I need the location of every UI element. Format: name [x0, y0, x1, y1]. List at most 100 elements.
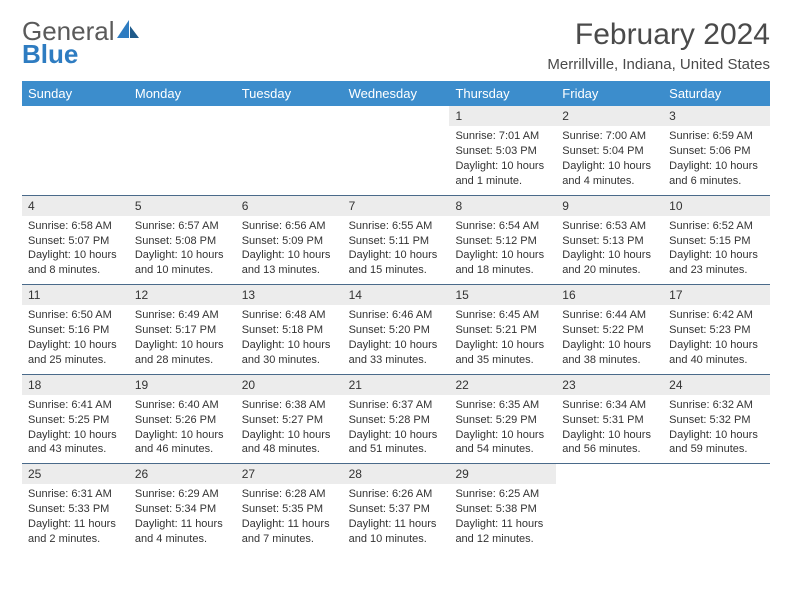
calendar-row: 11Sunrise: 6:50 AMSunset: 5:16 PMDayligh… — [22, 285, 770, 375]
day-details: Sunrise: 7:01 AMSunset: 5:03 PMDaylight:… — [449, 126, 556, 194]
day-daylight1: Daylight: 10 hours — [242, 428, 337, 443]
day-daylight2: and 10 minutes. — [349, 532, 444, 547]
day-sunset: Sunset: 5:27 PM — [242, 413, 337, 428]
day-number: 15 — [449, 285, 556, 305]
calendar-cell: 19Sunrise: 6:40 AMSunset: 5:26 PMDayligh… — [129, 375, 236, 464]
weekday-label: Wednesday — [343, 81, 450, 106]
day-sunrise: Sunrise: 6:48 AM — [242, 308, 337, 323]
day-daylight2: and 51 minutes. — [349, 442, 444, 457]
day-daylight2: and 30 minutes. — [242, 353, 337, 368]
day-sunrise: Sunrise: 6:56 AM — [242, 219, 337, 234]
day-details: Sunrise: 6:29 AMSunset: 5:34 PMDaylight:… — [129, 484, 236, 552]
day-sunrise: Sunrise: 6:49 AM — [135, 308, 230, 323]
day-details: Sunrise: 6:28 AMSunset: 5:35 PMDaylight:… — [236, 484, 343, 552]
day-number: 21 — [343, 375, 450, 395]
day-number: 20 — [236, 375, 343, 395]
title-block: February 2024 Merrillville, Indiana, Uni… — [547, 18, 770, 73]
day-number: 14 — [343, 285, 450, 305]
calendar-cell-empty — [129, 106, 236, 195]
calendar-cell: 7Sunrise: 6:55 AMSunset: 5:11 PMDaylight… — [343, 196, 450, 285]
day-daylight1: Daylight: 10 hours — [562, 428, 657, 443]
day-daylight2: and 20 minutes. — [562, 263, 657, 278]
weekday-header: SundayMondayTuesdayWednesdayThursdayFrid… — [22, 81, 770, 106]
day-daylight2: and 48 minutes. — [242, 442, 337, 457]
weekday-label: Monday — [129, 81, 236, 106]
day-sunrise: Sunrise: 6:59 AM — [669, 129, 764, 144]
day-details: Sunrise: 6:34 AMSunset: 5:31 PMDaylight:… — [556, 395, 663, 463]
day-details: Sunrise: 6:48 AMSunset: 5:18 PMDaylight:… — [236, 305, 343, 373]
calendar-cell: 10Sunrise: 6:52 AMSunset: 5:15 PMDayligh… — [663, 196, 770, 285]
day-daylight2: and 28 minutes. — [135, 353, 230, 368]
day-sunrise: Sunrise: 6:37 AM — [349, 398, 444, 413]
day-daylight2: and 13 minutes. — [242, 263, 337, 278]
day-sunrise: Sunrise: 6:46 AM — [349, 308, 444, 323]
day-daylight1: Daylight: 10 hours — [242, 248, 337, 263]
day-sunrise: Sunrise: 7:00 AM — [562, 129, 657, 144]
day-number: 12 — [129, 285, 236, 305]
day-daylight2: and 54 minutes. — [455, 442, 550, 457]
day-sunrise: Sunrise: 6:44 AM — [562, 308, 657, 323]
day-details: Sunrise: 6:26 AMSunset: 5:37 PMDaylight:… — [343, 484, 450, 552]
day-sunset: Sunset: 5:23 PM — [669, 323, 764, 338]
day-number: 2 — [556, 106, 663, 126]
calendar-cell: 3Sunrise: 6:59 AMSunset: 5:06 PMDaylight… — [663, 106, 770, 195]
day-sunrise: Sunrise: 6:38 AM — [242, 398, 337, 413]
day-details: Sunrise: 6:41 AMSunset: 5:25 PMDaylight:… — [22, 395, 129, 463]
day-daylight1: Daylight: 10 hours — [28, 338, 123, 353]
calendar-cell: 5Sunrise: 6:57 AMSunset: 5:08 PMDaylight… — [129, 196, 236, 285]
day-number: 24 — [663, 375, 770, 395]
day-number: 28 — [343, 464, 450, 484]
calendar-cell: 2Sunrise: 7:00 AMSunset: 5:04 PMDaylight… — [556, 106, 663, 195]
day-sunrise: Sunrise: 6:40 AM — [135, 398, 230, 413]
day-sunrise: Sunrise: 6:52 AM — [669, 219, 764, 234]
calendar-cell: 20 Sunrise: 6:38 AMSunset: 5:27 PMDayligh… — [236, 375, 343, 464]
day-number: 23 — [556, 375, 663, 395]
day-sunset: Sunset: 5:04 PM — [562, 144, 657, 159]
day-sunrise: Sunrise: 6:54 AM — [455, 219, 550, 234]
calendar-cell-empty — [343, 106, 450, 195]
day-sunset: Sunset: 5:31 PM — [562, 413, 657, 428]
day-sunset: Sunset: 5:33 PM — [28, 502, 123, 517]
day-sunrise: Sunrise: 6:32 AM — [669, 398, 764, 413]
day-number: 17 — [663, 285, 770, 305]
calendar-cell: 4Sunrise: 6:58 AMSunset: 5:07 PMDaylight… — [22, 196, 129, 285]
day-daylight1: Daylight: 10 hours — [28, 248, 123, 263]
day-details: Sunrise: 6:57 AMSunset: 5:08 PMDaylight:… — [129, 216, 236, 284]
day-details: Sunrise: 6:42 AMSunset: 5:23 PMDaylight:… — [663, 305, 770, 373]
day-sunrise: Sunrise: 6:57 AM — [135, 219, 230, 234]
weekday-label: Thursday — [449, 81, 556, 106]
day-number: 1 — [449, 106, 556, 126]
day-sunrise: Sunrise: 6:31 AM — [28, 487, 123, 502]
calendar-cell-empty — [663, 464, 770, 553]
day-daylight1: Daylight: 10 hours — [562, 248, 657, 263]
day-sunrise: Sunrise: 6:53 AM — [562, 219, 657, 234]
day-number: 5 — [129, 196, 236, 216]
day-daylight1: Daylight: 11 hours — [455, 517, 550, 532]
day-number: 29 — [449, 464, 556, 484]
day-number: 19 — [129, 375, 236, 395]
day-daylight1: Daylight: 10 hours — [135, 248, 230, 263]
day-daylight1: Daylight: 11 hours — [135, 517, 230, 532]
day-sunset: Sunset: 5:03 PM — [455, 144, 550, 159]
day-sunset: Sunset: 5:37 PM — [349, 502, 444, 517]
calendar-body: 1Sunrise: 7:01 AMSunset: 5:03 PMDaylight… — [22, 106, 770, 553]
day-sunrise: Sunrise: 6:42 AM — [669, 308, 764, 323]
day-number: 6 — [236, 196, 343, 216]
day-daylight1: Daylight: 10 hours — [562, 338, 657, 353]
day-sunset: Sunset: 5:07 PM — [28, 234, 123, 249]
calendar-cell: 29Sunrise: 6:25 AMSunset: 5:38 PMDayligh… — [449, 464, 556, 553]
day-daylight1: Daylight: 10 hours — [135, 338, 230, 353]
calendar-cell: 26Sunrise: 6:29 AMSunset: 5:34 PMDayligh… — [129, 464, 236, 553]
day-sunrise: Sunrise: 6:26 AM — [349, 487, 444, 502]
calendar-cell: 9Sunrise: 6:53 AMSunset: 5:13 PMDaylight… — [556, 196, 663, 285]
day-sunset: Sunset: 5:29 PM — [455, 413, 550, 428]
day-details: Sunrise: 6:59 AMSunset: 5:06 PMDaylight:… — [663, 126, 770, 194]
day-sunrise: Sunrise: 7:01 AM — [455, 129, 550, 144]
day-number: 16 — [556, 285, 663, 305]
calendar-cell-empty — [236, 106, 343, 195]
day-sunrise: Sunrise: 6:50 AM — [28, 308, 123, 323]
day-details: Sunrise: 6:53 AMSunset: 5:13 PMDaylight:… — [556, 216, 663, 284]
logo-sail-icon — [117, 20, 139, 45]
day-daylight2: and 18 minutes. — [455, 263, 550, 278]
day-daylight2: and 56 minutes. — [562, 442, 657, 457]
